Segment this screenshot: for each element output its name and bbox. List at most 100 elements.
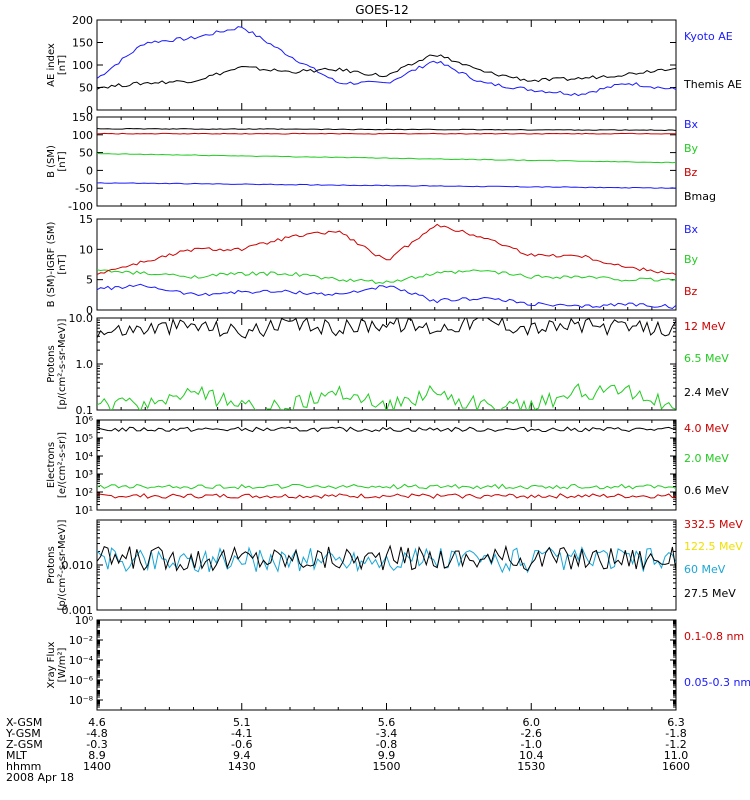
x-tick-value: -1.2 (665, 738, 686, 751)
y-tick-label: 10⁵ (75, 432, 93, 445)
legend-label: Bx (684, 223, 699, 236)
x-tick-value: -4.8 (86, 727, 107, 740)
y-tick-label: 15 (79, 213, 93, 226)
legend-label: Bx (684, 118, 699, 131)
series-line-bx (97, 182, 676, 189)
series-group (97, 544, 676, 574)
y-tick-label: 0 (86, 164, 93, 177)
legend-label: 122.5 MeV (684, 540, 743, 553)
legend-label: 2.4 MeV (684, 386, 729, 399)
x-tick-value: 10.4 (519, 749, 544, 762)
series-line-2-0-mev (97, 483, 676, 490)
x-tick-value: -1.0 (521, 738, 542, 751)
y-axis-label: Xray Flux (46, 641, 57, 688)
y-axis-label: AE index (46, 43, 57, 87)
series-line-6-5-mev (97, 383, 676, 410)
series-group (97, 223, 676, 310)
y-axis-label: [e/(cm²-s-sr)] (57, 432, 68, 498)
y-tick-label: 150 (72, 37, 93, 50)
series-line-4-0-mev (97, 493, 676, 499)
legend-label: 60 MeV (684, 563, 726, 576)
legend-label: 2.0 MeV (684, 452, 729, 465)
x-tick-value: -4.1 (231, 727, 252, 740)
y-axis-label: [W/m²] (57, 647, 68, 682)
x-tick-value: 11.0 (664, 749, 689, 762)
series-line-kyoto-ae (97, 26, 676, 97)
x-tick-value: 1400 (83, 760, 111, 773)
panel-frame (96, 317, 677, 411)
y-tick-label: 100 (72, 59, 93, 72)
legend-label: 0.6 MeV (684, 484, 729, 497)
y-axis-label: Protons (46, 345, 57, 382)
series-line-themis-ae (97, 54, 676, 90)
y-tick-label: 0 (86, 304, 93, 317)
y-tick-label: 10.0 (69, 312, 94, 325)
y-tick-label: 10⁶ (75, 414, 94, 427)
x-tick-value: -0.8 (376, 738, 397, 751)
y-axis-label: Electrons (46, 442, 57, 488)
panel-frame (96, 519, 677, 611)
y-tick-label: 200 (72, 14, 93, 27)
legend-label: Bz (684, 166, 698, 179)
x-row-label: Y-GSM (5, 727, 41, 740)
legend-label: 332.5 MeV (684, 518, 743, 531)
x-row-label: MLT (6, 749, 27, 762)
y-tick-label: 1.0 (76, 358, 94, 371)
y-tick-label: 10³ (75, 468, 93, 481)
legend-label: Kyoto AE (684, 30, 733, 43)
y-tick-label: 50 (79, 82, 93, 95)
figure-title: GOES-12 (355, 3, 409, 17)
y-axis-label: [nT] (57, 151, 68, 171)
series-group (97, 26, 676, 97)
x-row-label: Z-GSM (6, 738, 43, 751)
legend-label: By (684, 142, 699, 155)
legend-label: 6.5 MeV (684, 352, 729, 365)
series-line-60-mev (97, 546, 676, 574)
series-line-2-4-mev (97, 318, 676, 339)
series-line-27-5-mev (97, 544, 676, 572)
y-tick-label: -100 (68, 200, 93, 213)
y-tick-label: -50 (75, 182, 93, 195)
y-tick-label: 10⁴ (75, 450, 94, 463)
y-tick-label: 0.1 (76, 404, 94, 417)
x-tick-value: 1530 (517, 760, 545, 773)
x-row-label: X-GSM (6, 716, 42, 729)
series-group (97, 426, 676, 499)
x-tick-value: 1430 (228, 760, 256, 773)
x-row-label: hhmm (6, 760, 41, 773)
x-tick-value: 1600 (662, 760, 690, 773)
y-axis-label: [nT] (57, 254, 68, 274)
x-tick-value: 9.4 (233, 749, 251, 762)
legend-label: By (684, 253, 699, 266)
y-axis-label: [p/(cm²-s-sr-MeV)] (57, 318, 68, 409)
y-tick-label: 50 (79, 147, 93, 160)
series-group (97, 318, 676, 410)
legend-label: Themis AE (683, 78, 742, 91)
panel-bsm: -100 -50 0 50 100 150 B (SM) [nT] Bx By Bz Bmag (46, 111, 716, 213)
x-tick-value: 5.6 (378, 716, 396, 729)
panel-bgsm: 0 5 10 15 B (SM)-IGRF (SM) [nT] Bx By Bz (46, 213, 699, 317)
panel-xray: 10⁻⁸ 10⁻⁶ 10⁻⁴ 10⁻² 10⁰ Xray Flux [W/m²] 0.1-0.… (46, 614, 750, 711)
date-label: 2008 Apr 18 (6, 771, 74, 784)
panel-ae: 0 50 100 150 200 AE index [nT] Kyoto AE Themis A… (46, 14, 742, 117)
series-line-bmag (97, 127, 676, 132)
y-tick-label: 10² (75, 486, 93, 499)
y-tick-label: 5 (86, 274, 93, 287)
series-line-0-6-mev (97, 426, 676, 433)
x-tick-value: -3.4 (376, 727, 397, 740)
y-tick-label: 0 (86, 104, 93, 117)
x-tick-value: -0.3 (86, 738, 107, 751)
y-axis-label: [nT] (57, 55, 68, 75)
x-tick-value: 8.9 (88, 749, 106, 762)
panel-electrons: 10¹ 10² 10³ 10⁴ 10⁵ 10⁶ Electrons [e/(cm²-s-sr)… (46, 414, 729, 517)
series-line-bz (97, 132, 676, 135)
series-line-bz (97, 223, 676, 276)
y-tick-label: 10⁻⁶ (69, 674, 94, 687)
y-tick-label: 10⁰ (75, 614, 94, 627)
y-axis-label: Protons (46, 546, 57, 583)
x-tick-value: 9.9 (378, 749, 396, 762)
panel-frame (96, 619, 677, 711)
x-tick-value: -2.6 (521, 727, 542, 740)
